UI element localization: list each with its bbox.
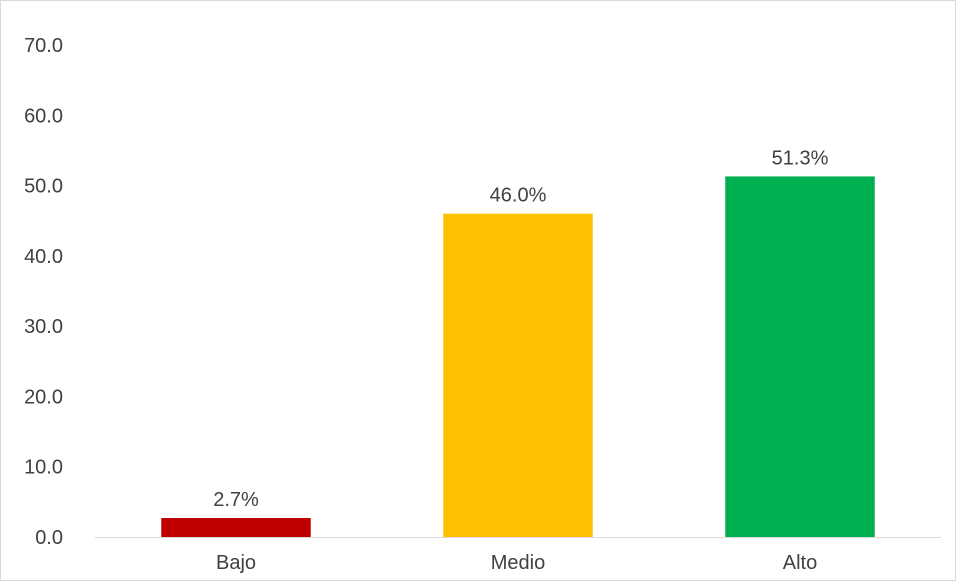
x-axis-category-labels: Bajo Medio Alto [216,552,817,574]
data-label-alto: 51.3% [772,147,829,169]
x-category-label-bajo: Bajo [216,552,256,574]
bar-bajo [161,518,311,537]
data-label-medio: 46.0% [490,185,547,207]
y-tick-label: 0.0 [35,527,63,549]
bar-alto [725,176,875,538]
y-tick-label: 20.0 [24,386,63,408]
data-label-bajo: 2.7% [213,489,259,511]
y-tick-label: 70.0 [24,35,63,57]
y-tick-label: 10.0 [24,457,63,479]
y-tick-label: 50.0 [24,176,63,198]
y-tick-label: 60.0 [24,105,63,127]
bars [161,176,875,538]
data-labels: 2.7% 46.0% 51.3% [213,147,828,511]
y-tick-label: 30.0 [24,316,63,338]
x-category-label-medio: Medio [491,552,545,574]
bar-medio [443,213,593,537]
x-category-label-alto: Alto [783,552,817,574]
y-axis-tick-labels: 0.0 10.0 20.0 30.0 40.0 50.0 60.0 70.0 [24,35,63,549]
y-tick-label: 40.0 [24,246,63,268]
